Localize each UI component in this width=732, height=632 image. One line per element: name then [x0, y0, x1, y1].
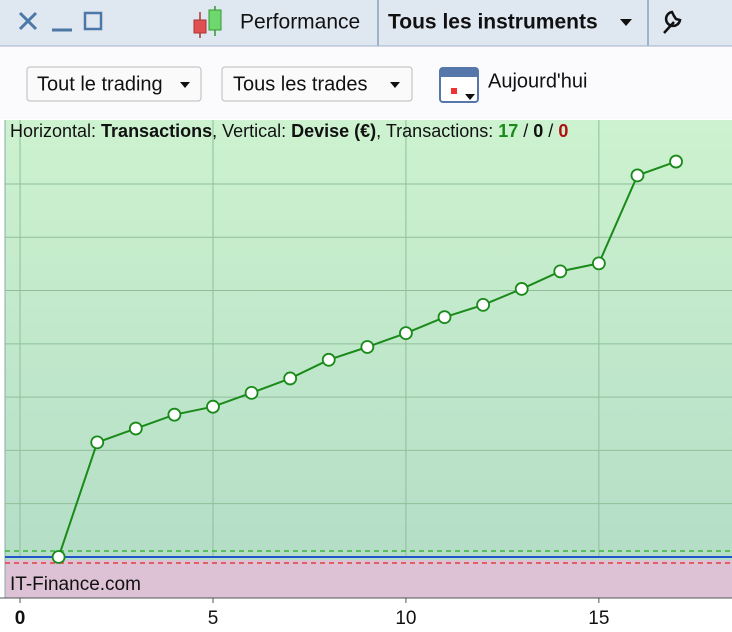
header-count: 0: [533, 121, 543, 141]
data-point: [553, 264, 568, 279]
data-point: [128, 421, 143, 436]
data-point: [437, 310, 452, 325]
tab-performance[interactable]: Performance: [240, 11, 360, 34]
filter-trading[interactable]: [26, 66, 202, 102]
x-axis-area: [0, 598, 732, 632]
header-count: 0: [558, 121, 568, 141]
filter-trades[interactable]: [221, 66, 413, 102]
data-point: [514, 282, 529, 296]
x-tick-label: 15: [588, 608, 609, 629]
header-separator: /: [548, 121, 553, 141]
data-point: [591, 256, 606, 271]
watermark: IT-Finance.com: [10, 574, 141, 595]
toolbar: [0, 0, 732, 46]
header-value: Transactions: [101, 121, 212, 141]
tab-instruments[interactable]: Tous les instruments: [388, 11, 598, 34]
chart-header: Horizontal: Transactions, Vertical: Devise…: [10, 121, 568, 141]
dropdown-arrow[interactable]: [620, 19, 632, 26]
header-count: 17: [498, 121, 518, 141]
plot-area: [5, 120, 732, 598]
header-label: Horizontal:: [10, 121, 96, 141]
header-separator: /: [523, 121, 528, 141]
data-point: [283, 371, 298, 386]
window-controls[interactable]: [18, 11, 103, 32]
data-point: [206, 399, 220, 414]
data-point: [321, 352, 336, 367]
data-point: [90, 435, 105, 450]
x-tick-label: 0: [15, 608, 26, 629]
settings-icon[interactable]: [663, 10, 682, 34]
calendar-icon[interactable]: [439, 67, 479, 103]
candlestick-icon: [193, 6, 222, 38]
data-point: [476, 298, 491, 312]
data-point: [630, 168, 645, 183]
x-tick-label: 5: [208, 608, 219, 629]
header-value: Devise (€): [291, 121, 376, 141]
filter-trading-label[interactable]: Tout le trading: [37, 73, 163, 95]
header-label: , Transactions:: [376, 121, 493, 141]
data-point: [244, 385, 259, 400]
filter-trades-label[interactable]: Tous les trades: [233, 73, 368, 95]
data-point: [360, 340, 375, 354]
data-point: [51, 550, 66, 564]
filter-date-label[interactable]: Aujourd'hui: [488, 70, 587, 92]
data-point: [167, 407, 182, 422]
header-label: , Vertical:: [212, 121, 286, 141]
x-tick-label: 10: [395, 608, 416, 629]
loss-zone: [5, 559, 732, 598]
data-point: [399, 326, 413, 341]
data-point: [669, 154, 683, 169]
